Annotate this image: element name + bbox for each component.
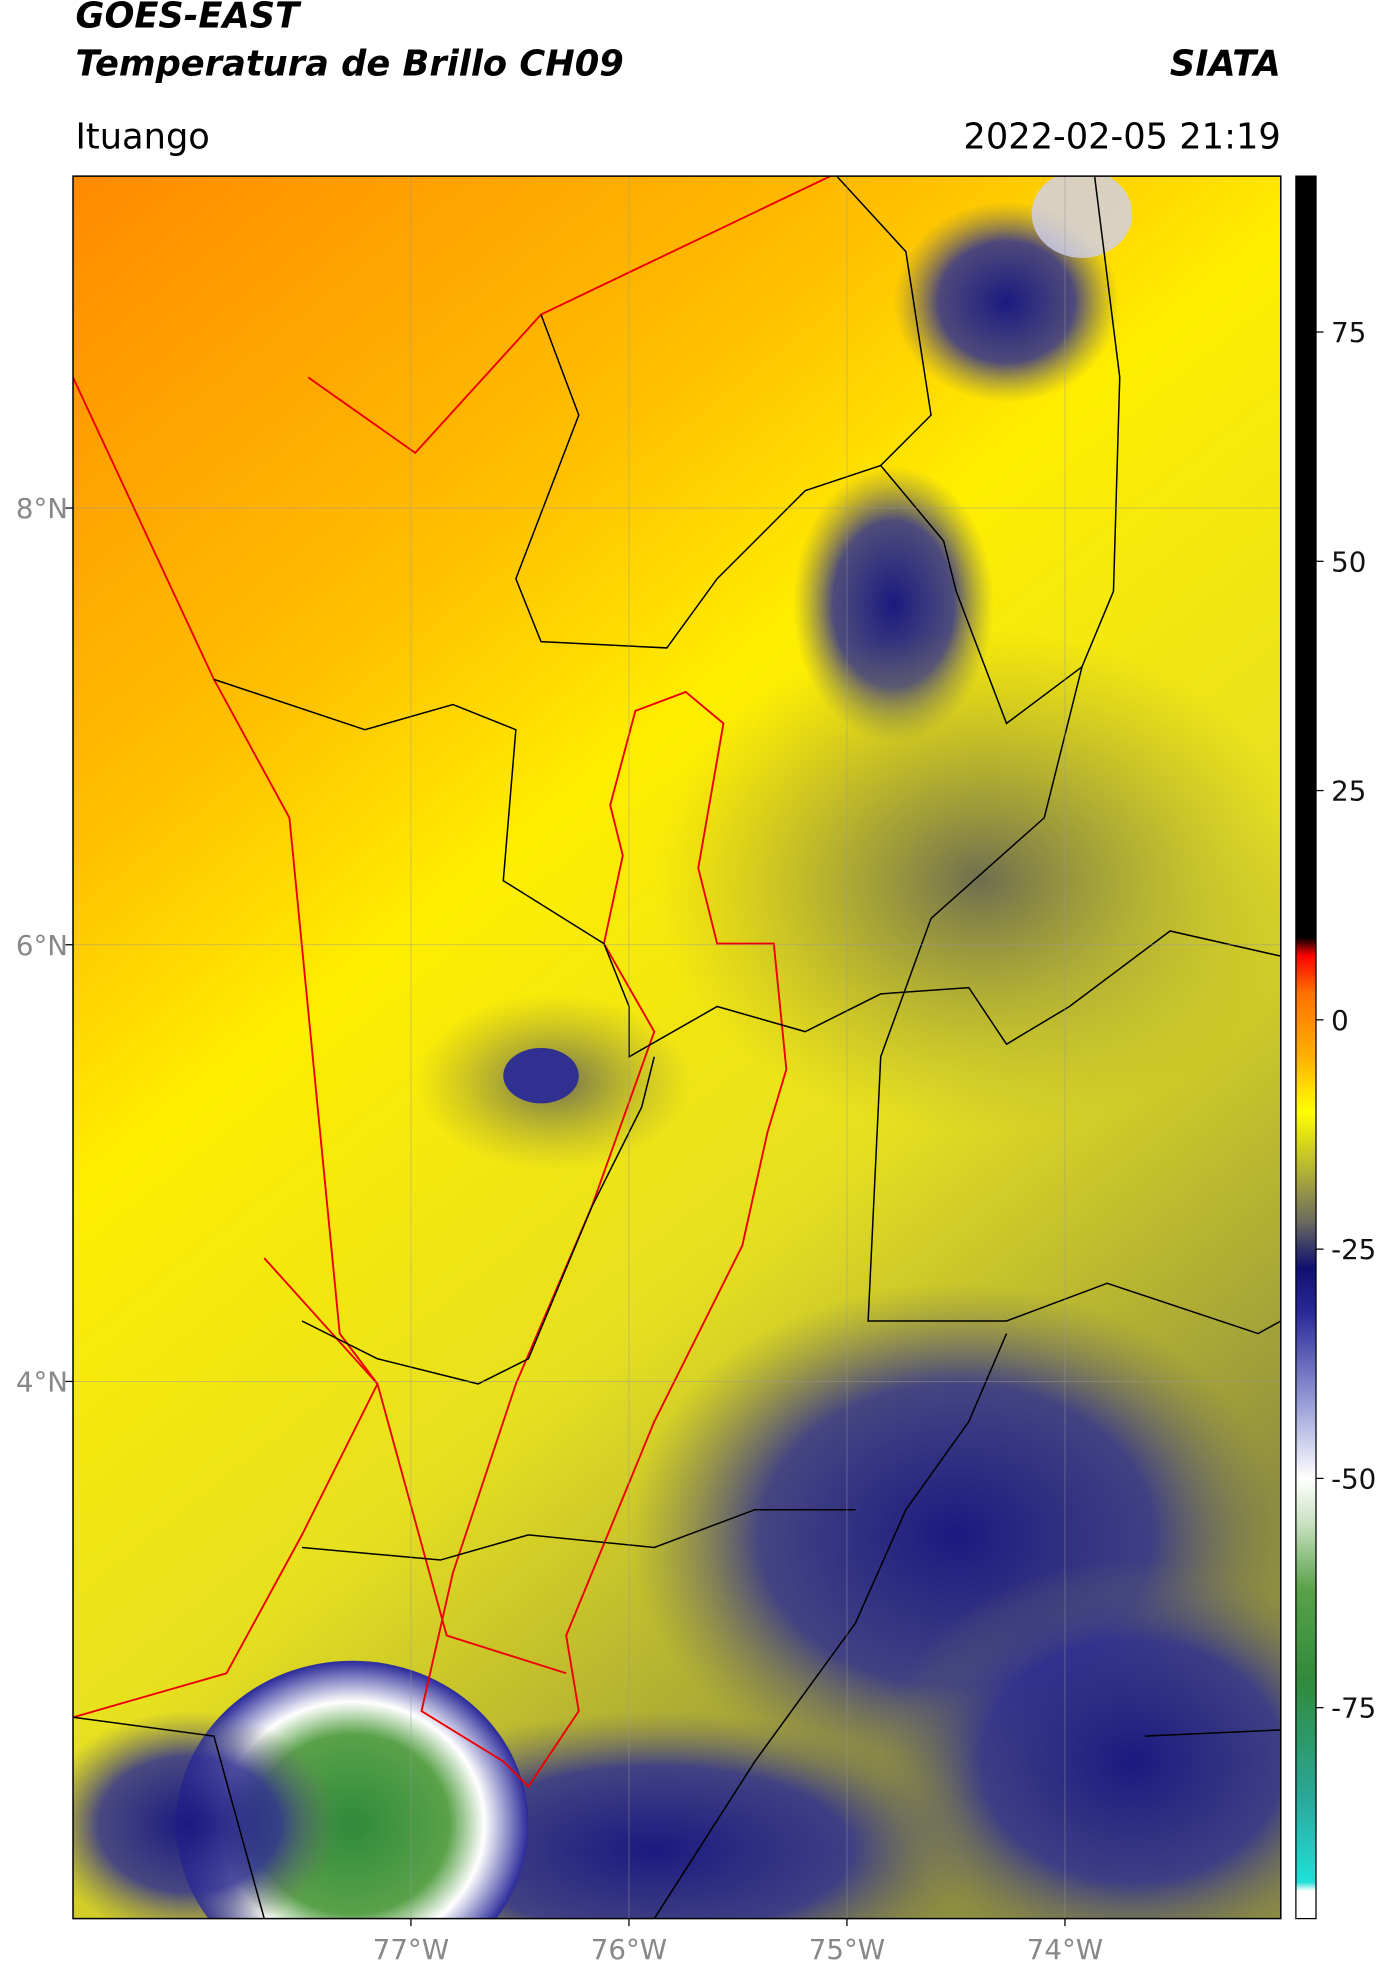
admin-boundary (653, 1333, 1008, 1919)
x-tick-label: 77°W (373, 1933, 449, 1966)
coastline (307, 176, 831, 455)
map-field (73, 176, 1281, 1919)
colorbar-tick-label: -25 (1331, 1233, 1376, 1266)
x-tick-label: 74°W (1027, 1933, 1103, 1966)
cloud (503, 1047, 579, 1104)
colorbar-tick-label: -75 (1331, 1692, 1376, 1725)
admin-boundary (836, 176, 932, 467)
cloud (880, 1560, 1281, 1919)
grid (73, 176, 1281, 1919)
admin-boundary (301, 1508, 856, 1561)
admin-boundary (73, 1716, 265, 1919)
cloud (73, 1711, 340, 1919)
colorbar-tick-label: -50 (1331, 1462, 1376, 1495)
region-boundary (420, 690, 788, 1788)
x-tick-label: 75°W (809, 1933, 885, 1966)
agency: SIATA (1170, 43, 1281, 84)
admin-boundary (1144, 1729, 1281, 1737)
map-frame (72, 175, 1282, 1920)
colorbar-tick-label: 50 (1331, 545, 1366, 578)
satellite-title: GOES-EAST (76, 0, 303, 37)
colorbar-tick-label: 75 (1331, 316, 1366, 349)
colorbar (1295, 175, 1317, 1920)
x-tick-label: 76°W (591, 1933, 667, 1966)
colorbar-tick-label: 25 (1331, 775, 1366, 808)
y-tick-label: 4°N (16, 1366, 68, 1399)
cloud (654, 629, 1281, 1133)
cloud (1031, 176, 1133, 258)
y-tick-label: 6°N (16, 929, 68, 962)
datetime: 2022-02-05 21:19 (963, 116, 1280, 157)
admin-boundary (301, 1056, 655, 1385)
colorbar-tick-label: 0 (1331, 1004, 1349, 1037)
admin-boundary (213, 678, 1281, 1059)
y-tick-label: 8°N (16, 492, 68, 525)
product-title: Temperatura de Brillo CH09 (76, 43, 624, 84)
admin-boundary (867, 666, 1281, 1335)
coastline (263, 1257, 567, 1675)
region: Ituango (76, 116, 210, 157)
coastline (73, 377, 379, 1719)
